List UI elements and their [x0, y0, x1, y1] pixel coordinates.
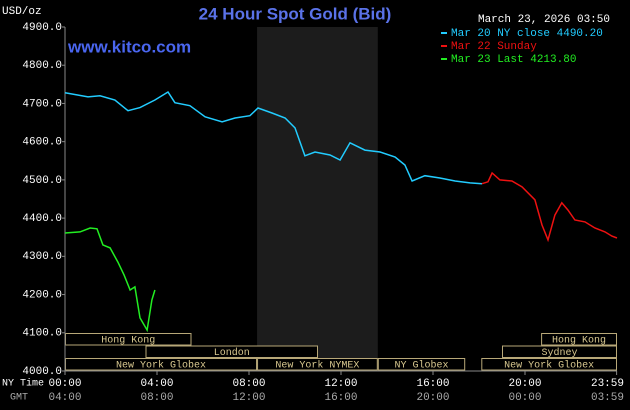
x2-tick-label: 03:59: [591, 392, 624, 404]
market-label: NY Globex: [394, 359, 448, 371]
x-tick-label: 12:00: [324, 378, 357, 390]
market-bar: [481, 358, 617, 371]
market-label: New York Globex: [504, 359, 594, 371]
market-label: Hong Kong: [101, 335, 155, 346]
x-tick-label: 08:00: [232, 378, 265, 390]
x2-tick-label: 16:00: [324, 392, 357, 404]
market-bar: [541, 333, 617, 346]
market-label: Sydney: [541, 347, 577, 359]
y-axis-label: USD/oz: [2, 6, 42, 18]
series-line: [64, 227, 156, 333]
watermark: www.kitco.com: [67, 37, 191, 56]
legend-label: Mar 23 Last 4213.80: [451, 54, 576, 66]
x2-tick-label: 12:00: [232, 392, 265, 404]
x2-tick-label: 04:00: [48, 392, 81, 404]
market-bar: [502, 345, 617, 358]
x-axis-label: NY Time: [2, 378, 44, 390]
market-label: New York Globex: [116, 359, 206, 371]
x2-tick-label: 00:00: [508, 392, 541, 404]
market-bar: [377, 358, 466, 371]
y-tick-label: 4600.0: [22, 137, 62, 149]
market-label: London: [214, 347, 250, 359]
y-tick-label: 4300.0: [22, 251, 62, 263]
legend-label: Mar 22 Sunday: [451, 41, 537, 53]
series-line: [481, 171, 618, 243]
x2-tick-label: 20:00: [416, 392, 449, 404]
x-tick-label: 16:00: [416, 378, 449, 390]
y-tick-label: 4200.0: [22, 289, 62, 301]
chart-title: 24 Hour Spot Gold (Bid): [199, 4, 392, 23]
x2-tick-label: 08:00: [140, 392, 173, 404]
timestamp: March 23, 2026 03:50: [478, 14, 610, 26]
y-tick-label: 4100.0: [22, 328, 62, 340]
x2-axis-label: GMT: [10, 393, 28, 404]
market-bar: [145, 345, 318, 358]
y-tick-label: 4000.0: [22, 366, 62, 378]
legend-label: Mar 20 NY close 4490.20: [451, 28, 603, 40]
y-tick-label: 4500.0: [22, 175, 62, 187]
y-tick-label: 4700.0: [22, 98, 62, 110]
market-label: New York NYMEX: [275, 359, 359, 371]
y-tick-label: 4900.0: [22, 22, 62, 34]
y-tick-label: 4800.0: [22, 60, 62, 72]
x-tick-label: 20:00: [508, 378, 541, 390]
market-bar: [257, 358, 378, 371]
y-tick-label: 4400.0: [22, 213, 62, 225]
x-tick-label: 23:59: [591, 378, 624, 390]
series-line: [64, 90, 483, 185]
market-label: Hong Kong: [552, 335, 606, 346]
x-tick-label: 04:00: [140, 378, 173, 390]
x-tick-label: 00:00: [48, 378, 81, 390]
shaded-session: [257, 27, 378, 371]
